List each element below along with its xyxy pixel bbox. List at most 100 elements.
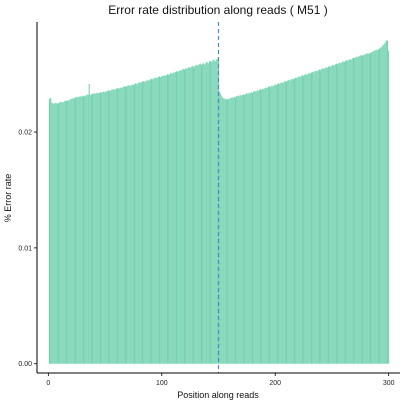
bar xyxy=(316,71,318,364)
x-axis-ticks: 0 100 200 300 xyxy=(46,373,395,387)
bar xyxy=(261,89,263,364)
bar xyxy=(111,89,113,364)
bar xyxy=(344,60,347,364)
bar xyxy=(211,61,213,364)
bar xyxy=(282,82,284,364)
bar xyxy=(313,72,315,364)
bar xyxy=(275,85,277,364)
bar xyxy=(377,49,380,364)
bar xyxy=(250,92,252,364)
bar xyxy=(290,79,292,364)
bar xyxy=(155,78,157,364)
bar xyxy=(156,77,158,364)
bar xyxy=(375,49,377,364)
bar xyxy=(358,56,360,364)
bar xyxy=(199,63,201,364)
bar xyxy=(266,87,268,364)
bar xyxy=(354,57,356,364)
bar xyxy=(305,74,307,364)
bar xyxy=(136,83,138,364)
bar xyxy=(388,50,390,364)
bar xyxy=(107,90,110,364)
bar xyxy=(150,78,153,364)
bar xyxy=(82,95,85,364)
bar xyxy=(264,87,266,364)
bar xyxy=(245,93,247,364)
bar xyxy=(73,98,76,364)
x-axis-title: Position along reads xyxy=(177,390,259,400)
bar xyxy=(361,55,364,364)
bar xyxy=(351,58,353,364)
bar xyxy=(274,84,276,364)
bar xyxy=(126,86,128,364)
bar xyxy=(87,94,89,364)
bar xyxy=(90,94,93,364)
bar xyxy=(289,80,291,364)
bar xyxy=(206,61,208,364)
bar xyxy=(165,75,167,364)
bar xyxy=(348,59,350,364)
bar xyxy=(51,102,53,364)
bar xyxy=(298,76,300,364)
bar xyxy=(236,96,238,364)
bar xyxy=(190,66,192,364)
bar xyxy=(74,97,77,364)
bar xyxy=(309,73,311,364)
bar xyxy=(265,87,267,364)
bar xyxy=(216,58,218,364)
bar xyxy=(67,100,69,364)
bar xyxy=(80,96,82,364)
bar xyxy=(273,85,275,364)
bar xyxy=(372,51,374,364)
bar xyxy=(59,102,61,364)
bar xyxy=(319,69,322,364)
bar xyxy=(189,67,191,364)
bar xyxy=(147,79,149,364)
bar xyxy=(175,71,178,364)
bar xyxy=(114,89,116,364)
bar xyxy=(325,67,327,364)
bar xyxy=(304,74,306,364)
chart-title: Error rate distribution along reads ( M5… xyxy=(108,3,327,17)
bar xyxy=(238,96,240,364)
bar xyxy=(378,48,381,364)
bar xyxy=(338,63,340,364)
bar xyxy=(89,94,91,364)
bar xyxy=(214,61,216,364)
bar xyxy=(129,85,131,364)
bar xyxy=(60,101,62,364)
bar xyxy=(326,67,328,364)
bar xyxy=(62,102,64,364)
bar xyxy=(243,94,246,364)
bar xyxy=(177,71,179,364)
bar xyxy=(279,83,281,364)
bar xyxy=(191,65,194,364)
bar xyxy=(287,80,289,364)
bar xyxy=(343,61,346,364)
bar xyxy=(68,100,70,364)
bar xyxy=(341,61,343,364)
bar xyxy=(334,64,336,364)
bar xyxy=(152,79,154,364)
bar xyxy=(116,87,119,364)
bar xyxy=(99,92,102,364)
bar xyxy=(112,89,114,364)
bar xyxy=(172,72,174,364)
bar xyxy=(340,63,342,364)
bar xyxy=(317,69,319,364)
bar xyxy=(229,98,231,364)
bar xyxy=(139,82,141,364)
bar xyxy=(200,64,203,364)
bar xyxy=(333,65,335,364)
bar xyxy=(383,43,385,364)
bar xyxy=(255,91,257,364)
bar xyxy=(149,79,152,364)
bar xyxy=(299,76,301,364)
bar xyxy=(98,92,100,364)
bar xyxy=(272,86,274,364)
bar xyxy=(382,45,384,364)
bar xyxy=(374,50,376,364)
bar xyxy=(146,80,148,364)
bar xyxy=(329,65,331,364)
bar xyxy=(192,67,195,364)
